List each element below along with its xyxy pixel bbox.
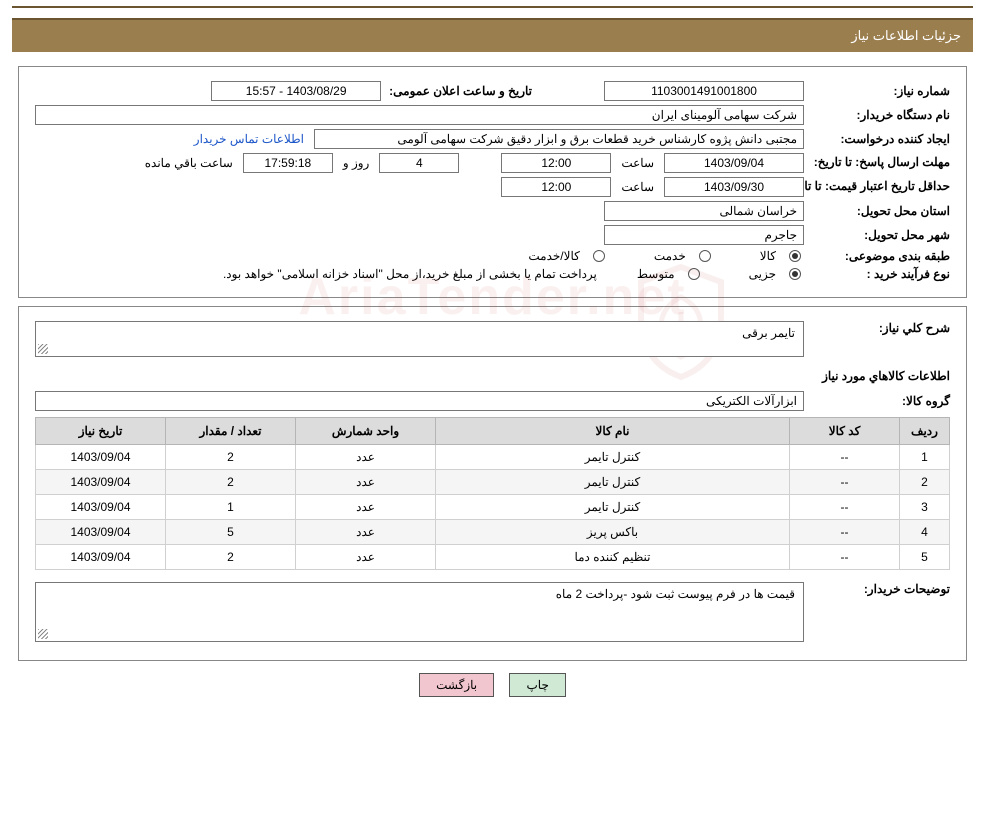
cat-goods-service-label: کالا/خدمت (524, 249, 583, 263)
pt-medium-label: متوسط (633, 267, 679, 281)
table-cell: 1403/09/04 (36, 520, 166, 545)
details-panel: AriaTender.net شماره نیاز: 1103001491001… (18, 66, 967, 298)
radio-partial[interactable] (789, 268, 801, 280)
table-cell: 1403/09/04 (36, 495, 166, 520)
need-number-field: 1103001491001800 (604, 81, 804, 101)
table-cell: -- (790, 445, 900, 470)
table-cell: 4 (900, 520, 950, 545)
radio-medium[interactable] (688, 268, 700, 280)
table-cell: 3 (900, 495, 950, 520)
time-label-2: ساعت (617, 180, 658, 194)
time-label-1: ساعت (617, 156, 658, 170)
validity-date-field: 1403/09/30 (664, 177, 804, 197)
table-cell: 1 (900, 445, 950, 470)
overall-value: تایمر برقی (742, 326, 795, 340)
buyer-field: شرکت سهامی آلومینای ایران (35, 105, 804, 125)
table-cell: عدد (296, 445, 436, 470)
remaining-time-field: 17:59:18 (243, 153, 333, 173)
top-border (12, 6, 973, 8)
days-remaining-field: 4 (379, 153, 459, 173)
radio-goods-service[interactable] (593, 250, 605, 262)
purchase-type-label: نوع فرآیند خرید : (810, 267, 950, 281)
resize-grip-icon (38, 629, 48, 639)
col-date: تاریخ نیاز (36, 418, 166, 445)
table-cell: 2 (900, 470, 950, 495)
table-cell: کنترل تایمر (436, 470, 790, 495)
table-cell: -- (790, 495, 900, 520)
table-cell: عدد (296, 520, 436, 545)
buyer-label: نام دستگاه خریدار: (810, 108, 950, 122)
payment-note: پرداخت تمام یا بخشی از مبلغ خرید،از محل … (219, 267, 601, 281)
table-cell: تنظیم کننده دما (436, 545, 790, 570)
buyer-notes-textarea[interactable]: قیمت ها در فرم پیوست ثبت شود -پرداخت 2 م… (35, 582, 804, 642)
city-field: جاجرم (604, 225, 804, 245)
table-cell: 1 (166, 495, 296, 520)
table-cell: 1403/09/04 (36, 470, 166, 495)
table-cell: -- (790, 470, 900, 495)
deadline-label: مهلت ارسال پاسخ: تا تاریخ: (810, 155, 950, 171)
table-cell: 1403/09/04 (36, 445, 166, 470)
cat-service-label: خدمت (650, 249, 690, 263)
col-row: ردیف (900, 418, 950, 445)
requestor-field: مجتبی دانش پژوه کارشناس خرید قطعات برق و… (314, 129, 804, 149)
goods-section-title: اطلاعات كالاهاي مورد نياز (35, 369, 950, 383)
table-cell: 2 (166, 470, 296, 495)
table-cell: عدد (296, 545, 436, 570)
province-field: خراسان شمالی (604, 201, 804, 221)
table-cell: -- (790, 545, 900, 570)
category-label: طبقه بندی موضوعی: (810, 249, 950, 263)
table-row: 3--کنترل تایمرعدد11403/09/04 (36, 495, 950, 520)
table-cell: عدد (296, 470, 436, 495)
buyer-notes-value: قیمت ها در فرم پیوست ثبت شود -پرداخت 2 م… (556, 587, 795, 601)
remaining-suffix: ساعت باقي مانده (141, 156, 237, 170)
overall-label: شرح كلي نياز: (810, 321, 950, 335)
pt-partial-label: جزیی (745, 267, 780, 281)
table-cell: عدد (296, 495, 436, 520)
table-row: 5--تنظیم کننده دماعدد21403/09/04 (36, 545, 950, 570)
table-cell: 5 (166, 520, 296, 545)
table-row: 4--باکس پریزعدد51403/09/04 (36, 520, 950, 545)
table-cell: 2 (166, 445, 296, 470)
table-cell: -- (790, 520, 900, 545)
footer-buttons: چاپ بازگشت (0, 673, 985, 697)
buyer-contact-link[interactable]: اطلاعات تماس خریدار (190, 132, 308, 146)
table-row: 2--کنترل تایمرعدد21403/09/04 (36, 470, 950, 495)
deadline-time-field: 12:00 (501, 153, 611, 173)
announce-datetime-field: 1403/08/29 - 15:57 (211, 81, 381, 101)
goods-panel: شرح كلي نياز: تایمر برقی اطلاعات كالاهاي… (18, 306, 967, 661)
cat-goods-label: کالا (756, 249, 780, 263)
col-qty: تعداد / مقدار (166, 418, 296, 445)
items-table: ردیف کد کالا نام کالا واحد شمارش تعداد /… (35, 417, 950, 570)
resize-grip-icon (38, 344, 48, 354)
overall-textarea[interactable]: تایمر برقی (35, 321, 804, 357)
page-header: جزئیات اطلاعات نیاز (12, 18, 973, 52)
days-label: روز و (339, 156, 374, 170)
back-button[interactable]: بازگشت (419, 673, 494, 697)
table-cell: باکس پریز (436, 520, 790, 545)
page-title: جزئیات اطلاعات نیاز (851, 28, 961, 43)
need-number-label: شماره نیاز: (810, 84, 950, 98)
col-unit: واحد شمارش (296, 418, 436, 445)
validity-label: حداقل تاریخ اعتبار قیمت: تا تاریخ: (810, 179, 950, 195)
requestor-label: ایجاد کننده درخواست: (810, 132, 950, 146)
table-cell: کنترل تایمر (436, 445, 790, 470)
table-cell: 1403/09/04 (36, 545, 166, 570)
table-cell: 5 (900, 545, 950, 570)
city-label: شهر محل تحویل: (810, 228, 950, 242)
col-code: کد کالا (790, 418, 900, 445)
col-name: نام کالا (436, 418, 790, 445)
table-row: 1--کنترل تایمرعدد21403/09/04 (36, 445, 950, 470)
validity-time-field: 12:00 (501, 177, 611, 197)
radio-service[interactable] (699, 250, 711, 262)
table-cell: کنترل تایمر (436, 495, 790, 520)
print-button[interactable]: چاپ (509, 673, 565, 697)
table-cell: 2 (166, 545, 296, 570)
deadline-date-field: 1403/09/04 (664, 153, 804, 173)
buyer-notes-label: توضیحات خریدار: (810, 582, 950, 596)
announce-datetime-label: تاریخ و ساعت اعلان عمومی: (387, 84, 532, 98)
province-label: استان محل تحویل: (810, 204, 950, 218)
radio-goods[interactable] (789, 250, 801, 262)
group-label: گروه کالا: (810, 394, 950, 408)
group-field: ابزارآلات الکتریکی (35, 391, 804, 411)
